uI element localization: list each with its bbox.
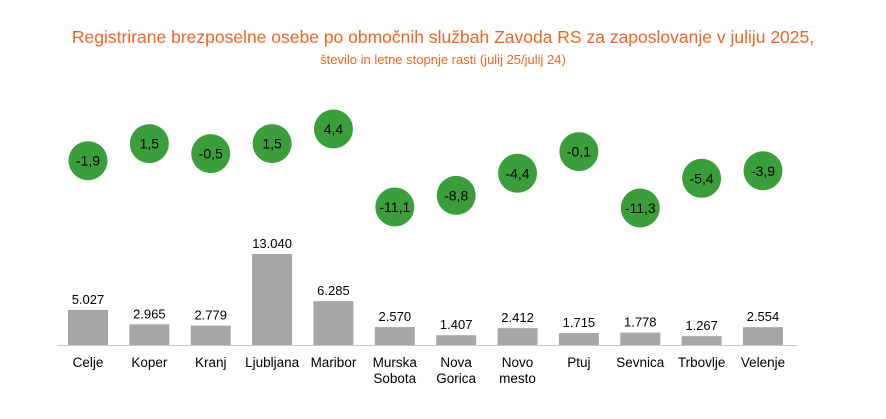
growth-rate-bubble bbox=[436, 175, 476, 215]
bar bbox=[68, 309, 108, 345]
chart-title: Registrirane brezposelne osebe po območn… bbox=[71, 27, 815, 47]
bar bbox=[620, 332, 661, 345]
growth-rate-label: -11,1 bbox=[379, 199, 410, 215]
category-label: Maribor bbox=[311, 355, 357, 370]
growth-rate-label: -1,9 bbox=[76, 153, 100, 169]
bar bbox=[190, 325, 231, 345]
bar-value-label: 2.554 bbox=[747, 309, 780, 324]
growth-rate-bubble bbox=[559, 132, 599, 172]
bar bbox=[252, 254, 293, 345]
growth-rate-label: -8,8 bbox=[444, 187, 468, 203]
bar-value-label: 1.267 bbox=[685, 318, 718, 333]
bar-value-label: 2.779 bbox=[194, 308, 227, 323]
category-label: Trbovlje bbox=[678, 355, 726, 370]
growth-rate-label: -11,3 bbox=[625, 200, 656, 216]
bar-value-label: 1.407 bbox=[440, 317, 473, 332]
bar bbox=[129, 324, 170, 345]
category-label: Nova bbox=[440, 355, 472, 370]
growth-rate-bubble bbox=[743, 151, 783, 191]
growth-rate-bubble bbox=[313, 109, 353, 149]
growth-rate-bubble bbox=[375, 187, 415, 227]
bar-value-label: 2.570 bbox=[379, 309, 412, 324]
bar bbox=[436, 335, 477, 345]
growth-rate-label: -4,4 bbox=[505, 165, 529, 181]
category-label: Ljubljana bbox=[245, 355, 300, 370]
bar-value-label: 2.965 bbox=[133, 306, 166, 321]
bar bbox=[743, 327, 783, 345]
growth-rate-label: -3,9 bbox=[751, 163, 775, 179]
growth-rate-label: 4,4 bbox=[324, 121, 344, 137]
growth-rate-bubble bbox=[129, 124, 169, 164]
category-label: Gorica bbox=[436, 371, 476, 386]
bar bbox=[558, 333, 599, 345]
growth-rate-label: -5,4 bbox=[690, 170, 714, 186]
category-label: Celje bbox=[73, 355, 104, 370]
category-label: Koper bbox=[131, 355, 168, 370]
bar-value-label: 6.285 bbox=[317, 283, 350, 298]
growth-rate-bubble bbox=[682, 158, 722, 198]
bar bbox=[313, 301, 354, 345]
bar bbox=[681, 336, 722, 345]
category-label: Kranj bbox=[195, 355, 227, 370]
bar bbox=[497, 328, 538, 345]
growth-rate-bubble bbox=[252, 124, 292, 164]
bar-value-label: 5.027 bbox=[72, 292, 105, 307]
category-label: Ptuj bbox=[567, 355, 590, 370]
growth-rate-label: 1,5 bbox=[140, 136, 160, 152]
category-label: Murska bbox=[373, 355, 418, 370]
category-label: Novo bbox=[502, 355, 534, 370]
growth-rate-label: -0,5 bbox=[199, 146, 223, 162]
bar-value-label: 1.715 bbox=[563, 315, 596, 330]
bar bbox=[374, 327, 415, 345]
category-label: Sevnica bbox=[616, 355, 665, 370]
growth-rate-bubble bbox=[68, 141, 108, 181]
growth-rate-bubble bbox=[620, 188, 660, 228]
chart-subtitle: število in letne stopnje rasti (julij 25… bbox=[320, 52, 566, 67]
category-label: Sobota bbox=[373, 371, 416, 386]
bar-value-label: 1.778 bbox=[624, 315, 657, 330]
category-label: mesto bbox=[499, 371, 536, 386]
category-label: Velenje bbox=[741, 355, 785, 370]
growth-rate-bubble bbox=[498, 153, 538, 193]
growth-rate-label: 1,5 bbox=[262, 136, 282, 152]
growth-rate-bubble bbox=[191, 134, 231, 174]
bar-value-label: 13.040 bbox=[252, 236, 292, 251]
bar-value-label: 2.412 bbox=[501, 310, 534, 325]
growth-rate-label: -0,1 bbox=[567, 144, 591, 160]
